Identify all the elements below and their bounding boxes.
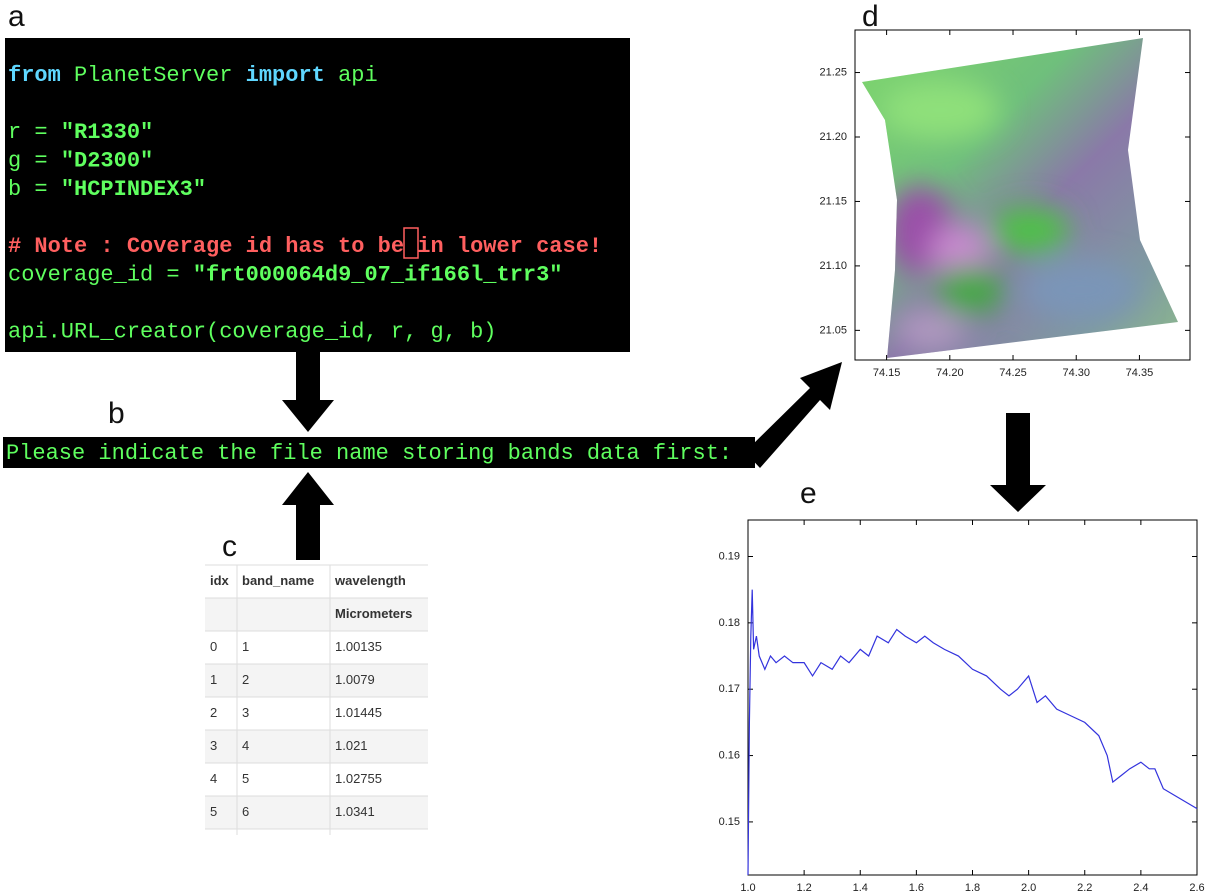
table-cell: 1.00135 xyxy=(335,639,382,654)
table-row-stripe xyxy=(205,730,428,763)
green-region xyxy=(990,205,1070,255)
terminal-prompt: Please indicate the file name storing ba… xyxy=(6,441,732,466)
arrow-up xyxy=(282,472,334,560)
code-line: r = "R1330" xyxy=(8,120,153,145)
y-tick-label: 21.15 xyxy=(819,195,847,207)
x-tick-label: 1.2 xyxy=(796,882,811,894)
x-tick-label: 1.4 xyxy=(853,882,868,894)
table-header: band_name xyxy=(242,573,314,588)
table-unit: Micrometers xyxy=(335,606,412,621)
x-tick-label: 2.4 xyxy=(1133,882,1148,894)
panel-label: b xyxy=(108,397,125,430)
code-token: "HCPINDEX3" xyxy=(61,177,206,202)
figure: from PlanetServer import apir = "R1330"g… xyxy=(0,0,1209,894)
table-cell: 1.02755 xyxy=(335,771,382,786)
green-region xyxy=(880,80,1000,140)
table-cell: 4 xyxy=(210,771,217,786)
arrow-down xyxy=(990,413,1046,512)
code-token: r = xyxy=(8,120,61,145)
x-tick-label: 74.15 xyxy=(873,367,901,379)
table-cell: 1 xyxy=(210,672,217,687)
x-tick-label: 1.0 xyxy=(740,882,755,894)
y-tick-label: 21.05 xyxy=(819,324,847,336)
table-cell: 5 xyxy=(210,804,217,819)
code-token: api xyxy=(325,63,378,88)
code-token: g = xyxy=(8,148,61,173)
blue-region xyxy=(1020,260,1140,320)
table-cell: 6 xyxy=(242,804,249,819)
code-line: # Note : Coverage id has to be in lower … xyxy=(8,234,602,259)
code-token: api.URL_creator(coverage_id, r, g, b) xyxy=(8,319,496,344)
y-tick-label: 21.25 xyxy=(819,66,847,78)
page: { "panel_labels": ["a", "b", "c", "d", "… xyxy=(0,0,1209,894)
table-row-stripe xyxy=(205,796,428,829)
y-tick-label: 21.20 xyxy=(819,131,847,143)
code-token: "R1330" xyxy=(61,120,153,145)
y-tick-label: 0.17 xyxy=(719,683,740,695)
x-tick-label: 74.35 xyxy=(1126,367,1154,379)
x-tick-label: 1.6 xyxy=(909,882,924,894)
x-tick-label: 2.0 xyxy=(1021,882,1036,894)
table-cell: 1 xyxy=(242,639,249,654)
y-tick-label: 0.15 xyxy=(719,816,740,828)
code-token: PlanetServer xyxy=(61,63,246,88)
y-tick-label: 21.10 xyxy=(819,260,847,272)
code-line: coverage_id = "frt000064d9_07_if166l_trr… xyxy=(8,262,563,287)
code-token: coverage_id = xyxy=(8,262,193,287)
table-header: idx xyxy=(210,573,230,588)
x-tick-label: 2.2 xyxy=(1077,882,1092,894)
table-cell: 5 xyxy=(242,771,249,786)
panel-label: e xyxy=(800,477,817,510)
x-tick-label: 2.6 xyxy=(1189,882,1204,894)
arrow-diagonal xyxy=(745,362,842,468)
panel-label: c xyxy=(222,530,237,563)
x-tick-label: 74.25 xyxy=(999,367,1027,379)
code-line: g = "D2300" xyxy=(8,148,153,173)
table-cell: 1.021 xyxy=(335,738,368,753)
table-header: wavelength xyxy=(334,573,406,588)
table-cell: 3 xyxy=(242,705,249,720)
table-cell: 3 xyxy=(210,738,217,753)
table-cell: 1.0341 xyxy=(335,804,375,819)
pink-region xyxy=(895,310,965,350)
code-token: "D2300" xyxy=(61,148,153,173)
code-token: b = xyxy=(8,177,61,202)
code-token: from xyxy=(8,63,61,88)
table-cell: 4 xyxy=(242,738,249,753)
panel-label: d xyxy=(862,0,879,33)
arrow-down xyxy=(282,352,334,432)
table-cell: 1.0079 xyxy=(335,672,375,687)
table-cell: 2 xyxy=(242,672,249,687)
code-token: # Note : Coverage id has to be in lower … xyxy=(8,234,602,259)
table-cell: 0 xyxy=(210,639,217,654)
plot-frame xyxy=(748,520,1197,875)
panel-label: a xyxy=(8,0,25,33)
table-cell: 1.01445 xyxy=(335,705,382,720)
table-cell: 2 xyxy=(210,705,217,720)
y-tick-label: 0.18 xyxy=(719,617,740,629)
green-region xyxy=(935,265,1005,315)
x-tick-label: 1.8 xyxy=(965,882,980,894)
code-token: import xyxy=(246,63,325,88)
y-tick-label: 0.16 xyxy=(719,749,740,761)
x-tick-label: 74.20 xyxy=(936,367,964,379)
y-tick-label: 0.19 xyxy=(719,550,740,562)
code-token: "frt000064d9_07_if166l_trr3" xyxy=(193,262,563,287)
code-line: b = "HCPINDEX3" xyxy=(8,177,206,202)
code-line: api.URL_creator(coverage_id, r, g, b) xyxy=(8,319,496,344)
table-row-stripe xyxy=(205,664,428,697)
code-line: from PlanetServer import api xyxy=(8,63,378,88)
x-tick-label: 74.30 xyxy=(1062,367,1090,379)
